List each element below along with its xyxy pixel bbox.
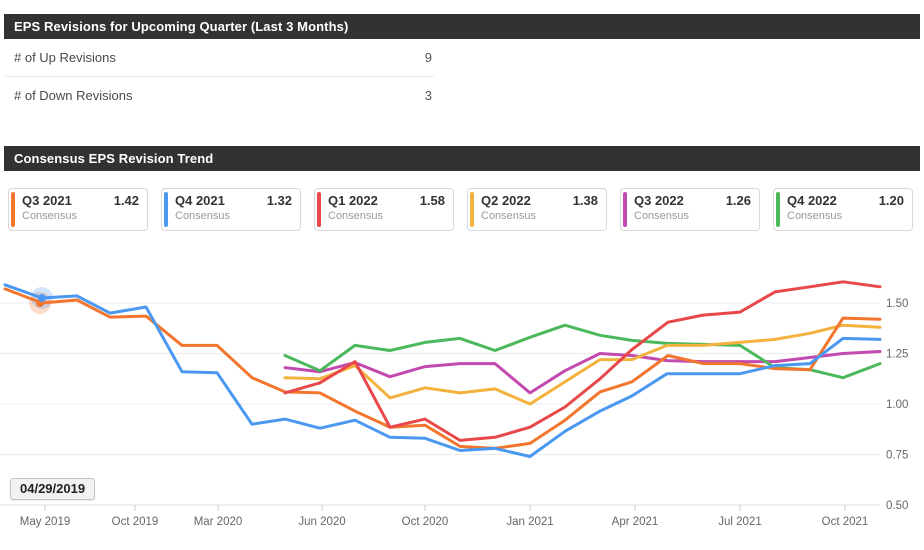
legend-quarter-label: Q4 2021 [175, 193, 225, 208]
legend-consensus-sublabel: Consensus [481, 210, 537, 222]
legend-quarter-label: Q3 2022 [634, 193, 684, 208]
legend-consensus-value: 1.26 [725, 193, 751, 208]
y-axis-label: 1.25 [886, 349, 908, 361]
legend-consensus-sublabel: Consensus [328, 210, 384, 222]
legend-card-q3-2022[interactable]: Q3 2022 1.26 Consensus [620, 188, 760, 231]
legend-color-bar [776, 192, 780, 227]
series-line-q2_2022 [283, 323, 882, 406]
series-line-q1_2022 [283, 280, 882, 442]
x-axis-label: Oct 2019 [112, 516, 159, 528]
eps-trend-chart-canvas[interactable]: 1.50 1.25 1.00 0.75 0.50 May 2019 Oct 2019 Mar … [0, 255, 924, 550]
y-axis-label: 0.75 [886, 450, 908, 462]
down-revisions-value: 3 [424, 87, 432, 103]
x-axis-label: Oct 2020 [402, 516, 449, 528]
legend-card-q1-2022[interactable]: Q1 2022 1.58 Consensus [314, 188, 454, 231]
legend-consensus-sublabel: Consensus [175, 210, 231, 222]
legend-consensus-sublabel: Consensus [634, 210, 690, 222]
x-axis-label: May 2019 [20, 516, 71, 528]
chart-date-tooltip: 04/29/2019 [10, 478, 96, 500]
y-axis-label: 1.50 [886, 298, 908, 310]
revisions-section-title: EPS Revisions for Upcoming Quarter (Last… [14, 19, 349, 34]
legend-color-bar [11, 192, 15, 227]
revisions-table: # of Up Revisions 9 # of Down Revisions … [4, 39, 434, 113]
legend-color-bar [623, 192, 627, 227]
legend-card-q4-2022[interactable]: Q4 2022 1.20 Consensus [773, 188, 913, 231]
up-revisions-value: 9 [424, 50, 432, 65]
up-revisions-label: # of Up Revisions [14, 50, 116, 65]
x-axis-label: Jul 2021 [718, 516, 761, 528]
eps-trend-chart[interactable]: 1.50 1.25 1.00 0.75 0.50 May 2019 Oct 2019 Mar … [0, 255, 924, 550]
trend-section-title: Consensus EPS Revision Trend [14, 151, 214, 166]
legend-consensus-sublabel: Consensus [22, 210, 78, 222]
legend-quarter-label: Q2 2022 [481, 193, 531, 208]
series-line-q4_2021 [3, 283, 882, 458]
legend-consensus-value: 1.38 [572, 193, 598, 208]
legend-card-q4-2021[interactable]: Q4 2021 1.32 Consensus [161, 188, 301, 231]
legend-color-bar [317, 192, 321, 227]
x-axis-label: Jun 2020 [298, 516, 345, 528]
legend-quarter-label: Q3 2021 [22, 193, 72, 208]
y-axis-label: 1.00 [886, 399, 908, 411]
legend-consensus-value: 1.42 [113, 193, 139, 208]
y-axis-label: 0.50 [886, 500, 908, 512]
chart-legend: Q3 2021 1.42 Consensus Q4 2021 1.32 Cons… [8, 188, 913, 231]
series-line-q3_2021 [3, 287, 882, 450]
series-line-q3_2022 [283, 350, 882, 395]
legend-card-q3-2021[interactable]: Q3 2021 1.42 Consensus [8, 188, 148, 231]
x-axis-label: Mar 2020 [194, 516, 243, 528]
x-axis-label: Oct 2021 [822, 516, 869, 528]
legend-consensus-value: 1.20 [878, 193, 904, 208]
legend-card-q2-2022[interactable]: Q2 2022 1.38 Consensus [467, 188, 607, 231]
legend-quarter-label: Q4 2022 [787, 193, 837, 208]
down-revisions-label: # of Down Revisions [14, 87, 133, 103]
legend-consensus-value: 1.32 [266, 193, 292, 208]
trend-section-header: Consensus EPS Revision Trend [4, 146, 920, 171]
table-row: # of Down Revisions 3 [4, 76, 434, 113]
x-axis-label: Apr 2021 [612, 516, 659, 528]
legend-color-bar [164, 192, 168, 227]
legend-color-bar [470, 192, 474, 227]
x-axis-label: Jan 2021 [506, 516, 553, 528]
legend-consensus-sublabel: Consensus [787, 210, 843, 222]
legend-quarter-label: Q1 2022 [328, 193, 378, 208]
legend-consensus-value: 1.58 [419, 193, 445, 208]
revisions-section-header: EPS Revisions for Upcoming Quarter (Last… [4, 14, 920, 39]
table-row: # of Up Revisions 9 [4, 39, 434, 76]
